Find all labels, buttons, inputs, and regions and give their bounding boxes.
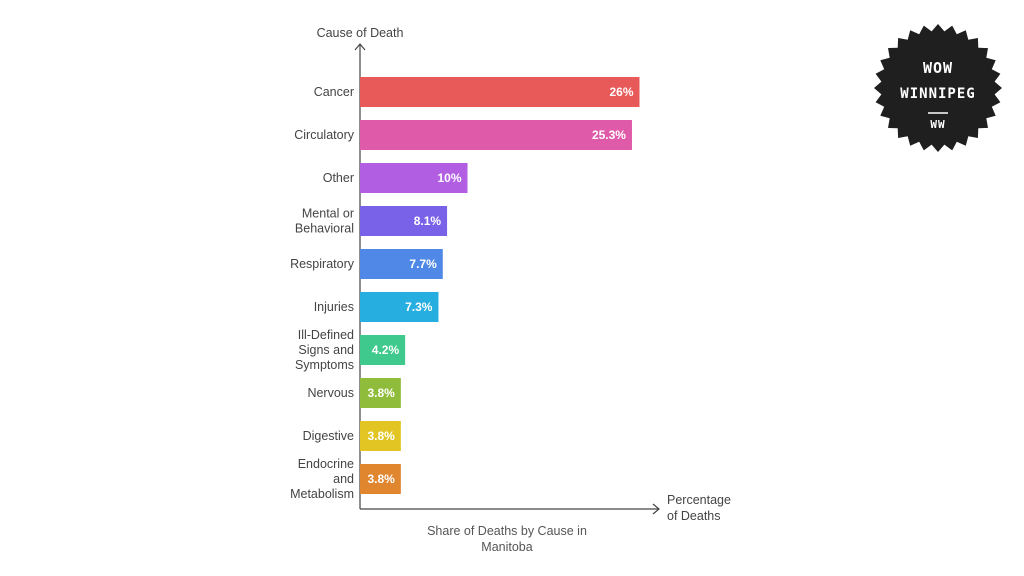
bar-0	[360, 77, 640, 107]
category-label-9-line-0: Endocrine	[298, 457, 354, 471]
wow-winnipeg-logo: WOW WINNIPEG WW	[874, 24, 1002, 152]
axes: Cause of Death Percentage of Deaths	[317, 26, 731, 523]
category-label-7-line-0: Nervous	[307, 386, 354, 400]
value-label-8: 3.8%	[367, 429, 395, 443]
category-label-3-line-0: Mental or	[302, 207, 354, 221]
value-label-6: 4.2%	[372, 343, 400, 357]
value-label-3: 8.1%	[414, 214, 442, 228]
category-label-9-line-1: and	[333, 472, 354, 486]
chart-caption-line-1: Share of Deaths by Cause in	[427, 524, 587, 538]
value-label-4: 7.7%	[409, 257, 437, 271]
badge-line-wow: WOW	[923, 59, 953, 77]
chart-caption-line-2: Manitoba	[481, 540, 532, 554]
badge-seal-shape	[874, 24, 1002, 152]
x-axis-title-line-2: of Deaths	[667, 509, 721, 523]
category-label-0-line-0: Cancer	[314, 85, 354, 99]
bar-6	[360, 335, 406, 365]
category-label-1-line-0: Circulatory	[294, 128, 354, 142]
bar-8	[360, 421, 401, 451]
y-axis-title: Cause of Death	[317, 26, 404, 40]
value-label-9: 3.8%	[367, 472, 395, 486]
value-labels: 26% 25.3% 10% 8.1% 7.7% 7.3% 4.2% 3.8% 3.8% 3.8%	[367, 85, 633, 486]
badge-line-winnipeg: WINNIPEG	[900, 86, 975, 102]
category-label-6-line-0: Ill-Defined	[298, 328, 354, 342]
bar-2	[360, 163, 468, 193]
value-label-0: 26%	[609, 85, 633, 99]
value-label-2: 10%	[437, 171, 461, 185]
value-label-5: 7.3%	[405, 300, 433, 314]
bar-9	[360, 464, 401, 494]
value-label-7: 3.8%	[367, 386, 395, 400]
category-label-6-line-1: Signs and	[298, 343, 354, 357]
category-label-8-line-0: Digestive	[303, 429, 354, 443]
x-axis-title-line-1: Percentage	[667, 493, 731, 507]
badge-line-ww: WW	[930, 118, 945, 131]
bar-5	[360, 292, 439, 322]
bar-4	[360, 249, 443, 279]
category-labels: Cancer Circulatory Other Mental orBehaviora…	[290, 85, 355, 501]
bars-group	[360, 77, 640, 494]
bar-1	[360, 120, 632, 150]
value-label-1: 25.3%	[592, 128, 626, 142]
bar-3	[360, 206, 448, 236]
category-label-2-line-0: Other	[323, 171, 354, 185]
category-label-9-line-2: Metabolism	[290, 487, 354, 501]
category-label-6-line-2: Symptoms	[295, 358, 354, 372]
x-axis-arrow	[652, 503, 660, 515]
bar-7	[360, 378, 401, 408]
category-label-3-line-1: Behavioral	[295, 222, 354, 236]
category-label-4-line-0: Respiratory	[290, 257, 355, 271]
category-label-5-line-0: Injuries	[314, 300, 354, 314]
y-axis-arrow	[354, 43, 366, 51]
